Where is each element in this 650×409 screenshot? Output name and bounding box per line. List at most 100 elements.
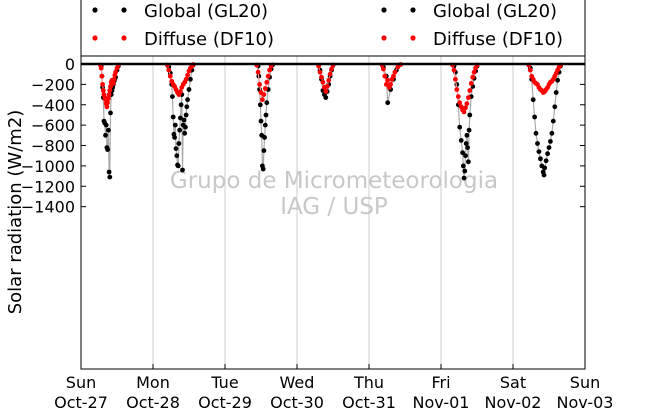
legend-marker-global [121, 7, 127, 13]
x-tick-label-date: Oct-28 [126, 393, 180, 409]
legend-marker-global [410, 7, 416, 13]
data-point-diffuse [111, 76, 117, 82]
data-point-diffuse [113, 69, 118, 75]
data-point-global [186, 87, 192, 92]
data-point-diffuse [324, 84, 330, 89]
y-axis: 0−200 −400−600 −800−1000−1200 −1400 [21, 55, 585, 217]
data-point-diffuse [185, 72, 191, 78]
x-tick-label-date: Nov-01 [413, 393, 470, 409]
legend-marker-diffuse [121, 35, 127, 41]
data-point-global [462, 168, 468, 174]
legend-entry-diffuse: Diffuse (DF10) [92, 29, 274, 50]
data-point-diffuse [105, 100, 110, 106]
data-point-global [170, 114, 176, 120]
data-point-global [184, 104, 190, 110]
y-tick-label: −400 [31, 96, 75, 115]
y-tick-label: −200 [31, 75, 75, 94]
data-point-global [188, 76, 193, 82]
data-point-global [555, 77, 560, 83]
data-point-diffuse [267, 67, 272, 73]
data-point-diffuse [471, 69, 477, 75]
legend-marker-diffuse [92, 35, 98, 41]
data-point-global [542, 165, 548, 171]
legend-label-global: Global (GL20) [144, 1, 268, 22]
data-point-global [464, 132, 470, 138]
data-point-global [260, 166, 266, 172]
x-tick-label-date: Nov-03 [557, 393, 614, 409]
data-point-global [535, 141, 540, 146]
legend-label-global-2: Global (GL20) [433, 1, 557, 22]
x-tick-label-date: Oct-30 [270, 393, 324, 409]
data-point-diffuse [454, 87, 460, 92]
data-point-diffuse [385, 77, 391, 83]
data-point-diffuse [183, 76, 189, 82]
data-point-global [178, 115, 183, 121]
data-point-global [103, 122, 109, 128]
legend-marker-global [92, 7, 98, 13]
data-point-global [106, 169, 112, 175]
data-point-diffuse [468, 81, 474, 86]
data-point-global [106, 127, 111, 133]
data-point-global [183, 112, 189, 118]
data-point-global [107, 174, 113, 180]
data-point-diffuse [326, 77, 332, 83]
data-point-global [180, 167, 185, 173]
x-tick-label-day: Fri [431, 373, 450, 392]
data-point-global [258, 118, 264, 124]
data-point-global [263, 112, 269, 118]
data-point-diffuse [455, 94, 461, 99]
data-point-global [550, 118, 556, 124]
data-point-diffuse [327, 71, 333, 77]
y-tick-label: 0 [65, 55, 75, 74]
x-tick-label-date: Oct-27 [54, 393, 108, 409]
data-point-global [105, 147, 110, 153]
data-point-global [543, 158, 549, 164]
data-point-global [536, 149, 542, 155]
data-point-diffuse [317, 69, 323, 75]
data-point-global [458, 138, 464, 143]
data-point-global [463, 153, 468, 159]
data-point-global [461, 175, 467, 181]
data-point-global [183, 124, 188, 130]
data-point-diffuse [99, 73, 105, 79]
data-point-global [108, 110, 113, 116]
data-point-global [532, 114, 537, 120]
data-point-global [552, 104, 558, 110]
data-point-diffuse [261, 92, 267, 97]
data-point-diffuse [108, 84, 113, 89]
data-point-global [173, 146, 179, 152]
x-tick-label-date: Oct-29 [198, 393, 252, 409]
plot-series [98, 62, 563, 181]
data-point-global [175, 163, 181, 169]
data-point-diffuse [383, 82, 389, 87]
legend-marker-diffuse [381, 35, 387, 41]
data-point-diffuse [382, 73, 388, 79]
data-point-global [548, 139, 553, 144]
x-tick-label-day: Wed [280, 373, 315, 392]
data-point-global [541, 172, 547, 178]
data-point-diffuse [323, 89, 329, 94]
data-point-global [466, 127, 472, 133]
data-point-diffuse [178, 89, 183, 94]
data-point-diffuse [255, 69, 261, 75]
legend-entry-diffuse-2: Diffuse (DF10) [381, 29, 563, 50]
data-point-global [467, 112, 473, 118]
y-tick-label: −1000 [21, 157, 75, 176]
data-point-global [178, 102, 184, 108]
data-point-diffuse [100, 88, 106, 93]
data-point-diffuse [98, 65, 104, 71]
data-point-global [176, 141, 182, 146]
data-point-diffuse [461, 109, 467, 115]
x-tick-label-date: Nov-02 [485, 393, 542, 409]
data-point-global [170, 94, 175, 99]
x-axis: SunOct-27MonOct-28TueOct-29WedOct-30ThuO… [54, 364, 613, 409]
data-point-diffuse [106, 92, 112, 97]
data-point-diffuse [391, 73, 396, 79]
legend-entry-global: Global (GL20) [92, 1, 268, 22]
data-point-diffuse [320, 79, 326, 85]
data-point-global [530, 97, 536, 103]
data-point-global [460, 150, 465, 156]
data-point-global [385, 100, 391, 106]
data-point-global [545, 151, 550, 157]
